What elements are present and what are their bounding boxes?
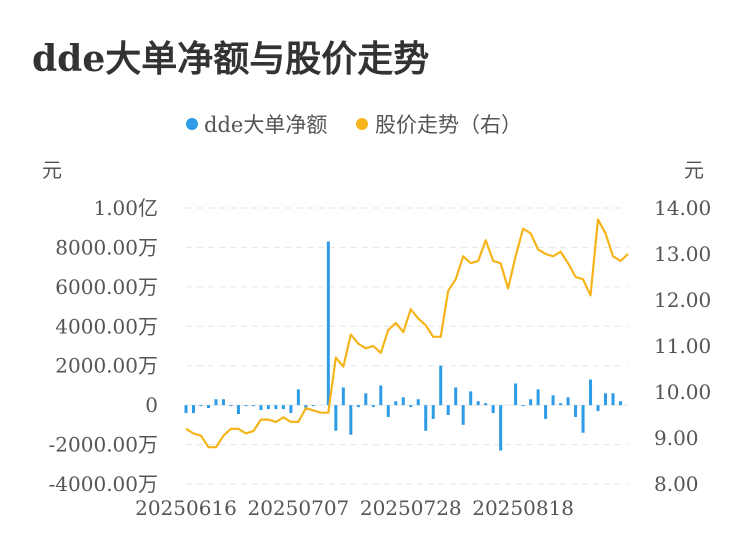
dde-bar[interactable] bbox=[356, 405, 360, 408]
x-tick-label: 20250707 bbox=[247, 496, 349, 520]
dde-bar[interactable] bbox=[581, 405, 585, 433]
gridlines bbox=[186, 207, 628, 485]
dde-bar[interactable] bbox=[611, 393, 615, 406]
dde-bar[interactable] bbox=[289, 405, 293, 414]
x-axis-ticks: 20250616 20250707 20250728 20250818 bbox=[135, 496, 574, 520]
left-tick-label: 1.00亿 bbox=[93, 196, 158, 220]
dde-bar[interactable] bbox=[446, 405, 450, 415]
dde-bar[interactable] bbox=[341, 387, 345, 406]
dde-bar[interactable] bbox=[484, 403, 488, 406]
dde-bar[interactable] bbox=[274, 405, 278, 410]
dde-bar[interactable] bbox=[371, 405, 375, 408]
dde-bar[interactable] bbox=[454, 387, 458, 406]
price-line-layer bbox=[185, 218, 629, 449]
dde-bar[interactable] bbox=[476, 401, 480, 406]
right-tick-label: 11.00 bbox=[654, 334, 711, 358]
dde-bar[interactable] bbox=[619, 401, 623, 406]
dde-bar[interactable] bbox=[266, 405, 270, 410]
dde-bar[interactable] bbox=[566, 397, 570, 406]
dde-bar[interactable] bbox=[251, 405, 255, 407]
dde-bar[interactable] bbox=[529, 399, 533, 406]
dde-bar[interactable] bbox=[184, 405, 188, 414]
right-axis-ticks: 14.00 13.00 12.00 11.00 10.00 9.00 8.00 bbox=[654, 196, 711, 496]
dde-bar[interactable] bbox=[596, 405, 600, 412]
dde-bar[interactable] bbox=[206, 405, 210, 409]
dde-bar[interactable] bbox=[191, 405, 195, 414]
dde-bar[interactable] bbox=[589, 379, 593, 406]
left-tick-label: -2000.00万 bbox=[49, 433, 158, 457]
dde-bar[interactable] bbox=[401, 397, 405, 406]
dde-bar[interactable] bbox=[349, 405, 353, 435]
dde-bar[interactable] bbox=[281, 405, 285, 410]
dde-bar[interactable] bbox=[296, 389, 300, 406]
dde-bar[interactable] bbox=[604, 393, 608, 406]
dde-bar[interactable] bbox=[536, 389, 540, 406]
dde-bar[interactable] bbox=[394, 401, 398, 406]
dde-bar[interactable] bbox=[574, 405, 578, 417]
price-line[interactable] bbox=[185, 218, 629, 449]
right-axis-unit: 元 bbox=[684, 158, 704, 182]
dde-bar[interactable] bbox=[416, 399, 420, 406]
dde-bars bbox=[184, 241, 623, 451]
dde-bar[interactable] bbox=[521, 405, 525, 407]
x-tick-label: 20250818 bbox=[472, 496, 574, 520]
dde-bar[interactable] bbox=[379, 385, 383, 406]
right-tick-label: 9.00 bbox=[654, 426, 699, 450]
dde-bar[interactable] bbox=[514, 383, 518, 406]
left-tick-label: 2000.00万 bbox=[55, 354, 158, 378]
dde-bar[interactable] bbox=[424, 405, 428, 431]
legend-label-line[interactable]: 股价走势（右） bbox=[375, 113, 522, 137]
left-axis-unit: 元 bbox=[42, 158, 62, 182]
dde-bar[interactable] bbox=[461, 405, 465, 425]
dde-bar[interactable] bbox=[551, 395, 555, 406]
dde-bar[interactable] bbox=[199, 405, 203, 407]
dde-bar[interactable] bbox=[244, 405, 248, 407]
x-tick-label: 20250728 bbox=[360, 496, 462, 520]
dde-bar[interactable] bbox=[221, 399, 225, 406]
dde-bar[interactable] bbox=[499, 405, 503, 451]
dde-bar[interactable] bbox=[259, 405, 263, 411]
right-tick-label: 10.00 bbox=[654, 380, 711, 404]
legend-marker-bar bbox=[186, 118, 198, 130]
legend-label-bar[interactable]: dde大单净额 bbox=[204, 113, 327, 137]
right-tick-label: 14.00 bbox=[654, 196, 711, 220]
dde-bar[interactable] bbox=[311, 405, 315, 407]
legend: dde大单净额 股价走势（右） bbox=[186, 113, 522, 137]
dde-bar[interactable] bbox=[431, 405, 435, 419]
dde-bar[interactable] bbox=[334, 405, 338, 431]
dde-bar[interactable] bbox=[364, 393, 368, 406]
dde-bar[interactable] bbox=[214, 399, 218, 406]
dde-bar[interactable] bbox=[439, 365, 443, 406]
dde-bar[interactable] bbox=[559, 403, 563, 406]
left-tick-label: -4000.00万 bbox=[49, 472, 158, 496]
right-tick-label: 13.00 bbox=[654, 242, 711, 266]
legend-marker-line bbox=[356, 118, 368, 130]
left-tick-label: 6000.00万 bbox=[55, 275, 158, 299]
dde-bar[interactable] bbox=[236, 405, 240, 415]
dde-bar[interactable] bbox=[326, 241, 330, 406]
dde-bar[interactable] bbox=[469, 391, 473, 406]
right-tick-label: 8.00 bbox=[654, 472, 699, 496]
left-tick-label: 4000.00万 bbox=[55, 314, 158, 338]
dde-bar[interactable] bbox=[386, 405, 390, 417]
right-tick-label: 12.00 bbox=[654, 288, 711, 312]
chart-title: dde大单净额与股价走势 bbox=[32, 38, 430, 80]
x-tick-label: 20250616 bbox=[135, 496, 237, 520]
left-tick-label: 0 bbox=[145, 393, 158, 417]
left-tick-label: 8000.00万 bbox=[55, 235, 158, 259]
left-axis-ticks: 1.00亿 8000.00万 6000.00万 4000.00万 2000.00万 0 -2… bbox=[49, 196, 158, 496]
dde-bar[interactable] bbox=[409, 405, 413, 408]
dde-bar[interactable] bbox=[229, 405, 233, 407]
dde-bar[interactable] bbox=[544, 405, 548, 419]
dde-bar[interactable] bbox=[491, 405, 495, 414]
